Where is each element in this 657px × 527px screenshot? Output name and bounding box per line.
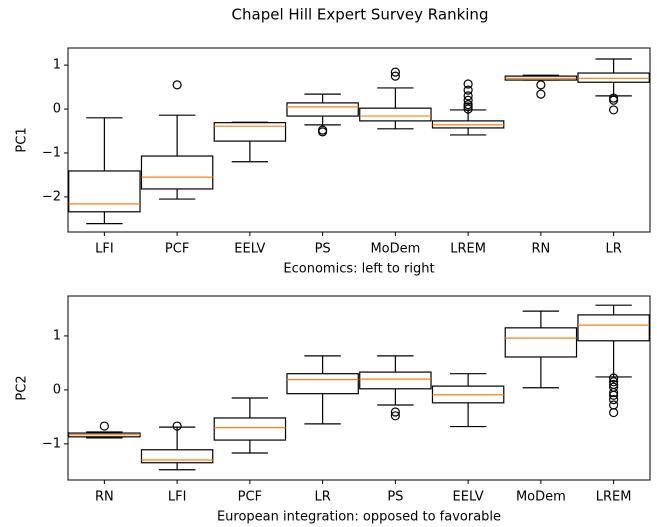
x-tick-label: PS [315, 242, 331, 257]
subplot: −1 0 1 RN LFI PCF LR PS EELV MoDem LREM European in… [15, 295, 651, 525]
x-tick-label: RN [531, 242, 550, 257]
x-tick-label: LREM [596, 490, 632, 505]
outlier [463, 91, 473, 101]
x-tick-label: LFI [95, 242, 114, 257]
box [577, 72, 650, 83]
y-tick-label: 1 [53, 58, 61, 73]
outlier [390, 407, 400, 417]
outlier [463, 104, 473, 114]
outlier [390, 67, 400, 77]
figure-title: Chapel Hill Expert Survey Ranking [232, 6, 489, 24]
outlier [536, 80, 546, 90]
outlier [463, 85, 473, 95]
outlier [172, 80, 182, 90]
box [213, 122, 287, 142]
y-tick-label: 0 [53, 382, 61, 397]
outlier [390, 71, 400, 81]
outlier [609, 377, 619, 387]
y-tick-label: −1 [42, 145, 61, 160]
outlier [609, 373, 619, 383]
box [213, 417, 287, 441]
x-axis-label: European integration: opposed to favorab… [217, 510, 501, 525]
x-tick-label: RN [95, 490, 114, 505]
box [359, 107, 432, 122]
box [577, 314, 650, 342]
x-tick-label: PCF [165, 242, 189, 257]
x-tick-label: LREM [450, 242, 486, 257]
y-axis-label: PC1 [15, 127, 30, 152]
box [140, 449, 214, 464]
x-tick-label: MoDem [516, 490, 566, 505]
y-axis-label: PC2 [15, 375, 30, 400]
y-tick-label: 0 [53, 102, 61, 117]
y-tick-label: −1 [42, 436, 61, 451]
subplot: −2 −1 0 1 LFI PCF EELV PS MoDem LREM RN LR Economics… [15, 47, 651, 277]
x-tick-label: LFI [168, 490, 187, 505]
box [359, 371, 432, 390]
box [286, 102, 359, 117]
x-axis-label: Economics: left to right [283, 262, 434, 277]
outlier [318, 127, 328, 137]
outlier [172, 421, 182, 431]
y-tick-label: −2 [42, 189, 61, 204]
box [140, 155, 214, 190]
box [504, 327, 578, 358]
x-tick-label: LR [314, 490, 330, 505]
axes-frame [67, 295, 651, 481]
x-tick-label: PS [387, 490, 403, 505]
outlier [99, 421, 109, 431]
x-tick-label: MoDem [370, 242, 420, 257]
outlier [609, 387, 619, 398]
outlier [609, 390, 619, 400]
outlier [536, 89, 546, 99]
x-tick-label: EELV [453, 490, 484, 505]
outlier [390, 411, 400, 421]
axes-frame [67, 47, 651, 233]
outlier [609, 395, 619, 405]
x-tick-label: LR [605, 242, 621, 257]
y-tick-label: 1 [53, 328, 61, 343]
box [68, 170, 141, 213]
outlier [609, 407, 619, 418]
x-tick-label: EELV [234, 242, 265, 257]
outlier [609, 400, 619, 410]
box [286, 373, 359, 395]
x-tick-label: PCF [238, 490, 262, 505]
outlier [609, 95, 619, 105]
outlier [463, 95, 473, 105]
outlier [463, 79, 473, 89]
outlier [609, 105, 619, 115]
